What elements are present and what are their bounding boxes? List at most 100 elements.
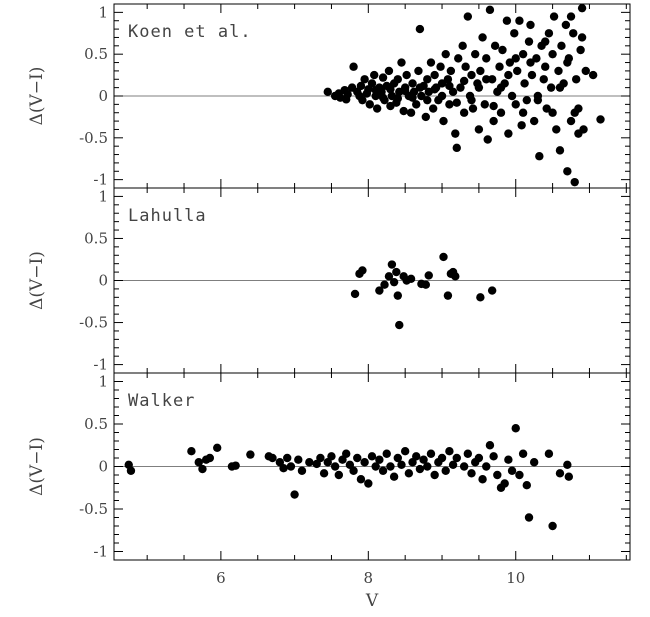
panel-label: Lahulla [128, 206, 207, 226]
data-point [426, 449, 436, 458]
panel-label: Walker [128, 391, 195, 411]
y-tick-label: 0.5 [84, 415, 108, 433]
data-point [443, 291, 453, 300]
data-point [290, 490, 299, 499]
data-point [474, 125, 484, 134]
data-point [467, 469, 476, 478]
data-point [330, 462, 340, 471]
y-tick-label: -0.5 [79, 129, 108, 147]
y-tick-label: 0 [98, 87, 108, 105]
data-point [428, 104, 438, 113]
data-point [378, 93, 388, 102]
data-point [406, 108, 416, 117]
data-point [533, 95, 543, 105]
data-point [246, 450, 255, 459]
data-point [526, 20, 535, 30]
data-point [485, 441, 495, 450]
data-point [489, 116, 498, 126]
data-point [496, 83, 506, 92]
data-point [482, 54, 491, 63]
data-point [436, 62, 445, 71]
data-point [386, 85, 395, 94]
data-point [526, 58, 535, 67]
data-point [555, 146, 565, 155]
data-point [375, 455, 384, 464]
data-point [205, 453, 215, 463]
data-point [392, 267, 401, 277]
data-point [283, 453, 292, 463]
data-point [459, 108, 469, 117]
data-point [529, 116, 539, 126]
y-axis-label: Δ(V−I) [27, 251, 47, 310]
data-point [504, 70, 513, 80]
data-point [402, 70, 411, 80]
data-point [415, 24, 425, 34]
data-point [342, 449, 351, 458]
data-point [524, 37, 534, 46]
data-point [268, 453, 277, 463]
data-point [430, 70, 439, 80]
data-point [349, 466, 358, 475]
data-point [566, 12, 576, 21]
data-point [474, 453, 484, 463]
data-point [382, 449, 391, 458]
data-point [213, 443, 222, 452]
data-point [518, 49, 528, 59]
data-point [463, 449, 473, 458]
data-point [371, 91, 380, 101]
data-point [356, 475, 366, 484]
data-point [515, 16, 524, 25]
data-point [399, 106, 408, 116]
data-point [522, 95, 531, 105]
y-tick-label: 0.5 [84, 45, 108, 63]
data-point [334, 89, 344, 98]
data-point [419, 455, 428, 464]
data-point [452, 98, 461, 107]
data-point [367, 79, 377, 88]
data-point [412, 100, 421, 109]
data-point [535, 152, 544, 161]
data-point [581, 66, 590, 76]
data-point [371, 462, 380, 471]
data-point [439, 116, 448, 126]
data-point [360, 75, 369, 84]
data-point [504, 455, 513, 464]
data-point [548, 49, 557, 59]
data-point [350, 289, 360, 299]
data-point [459, 462, 469, 471]
data-point [342, 95, 351, 104]
data-point [489, 452, 498, 461]
data-point [557, 41, 566, 51]
data-point [518, 108, 528, 117]
x-tick-label: 6 [216, 569, 226, 587]
data-point [367, 452, 377, 461]
data-point [544, 449, 554, 458]
data-point [577, 33, 587, 42]
data-point [294, 455, 303, 464]
data-point [414, 66, 423, 76]
data-point [541, 37, 550, 46]
data-point [511, 100, 520, 109]
data-point [520, 79, 529, 88]
data-point [443, 75, 453, 84]
data-point [563, 58, 572, 67]
x-axis-label: V [365, 591, 379, 611]
data-point [397, 58, 406, 67]
data-point [468, 104, 478, 113]
data-point [445, 81, 454, 91]
data-point [495, 62, 504, 71]
data-point [334, 470, 344, 480]
data-point [412, 452, 421, 461]
data-point [445, 100, 454, 109]
data-point [463, 12, 473, 21]
data-point [480, 100, 489, 109]
data-point [511, 424, 520, 433]
data-point [548, 108, 557, 117]
data-point [384, 66, 394, 76]
data-point [355, 91, 364, 101]
data-point [482, 462, 491, 471]
data-point [507, 466, 517, 475]
data-point [548, 521, 557, 531]
data-point [577, 3, 587, 13]
